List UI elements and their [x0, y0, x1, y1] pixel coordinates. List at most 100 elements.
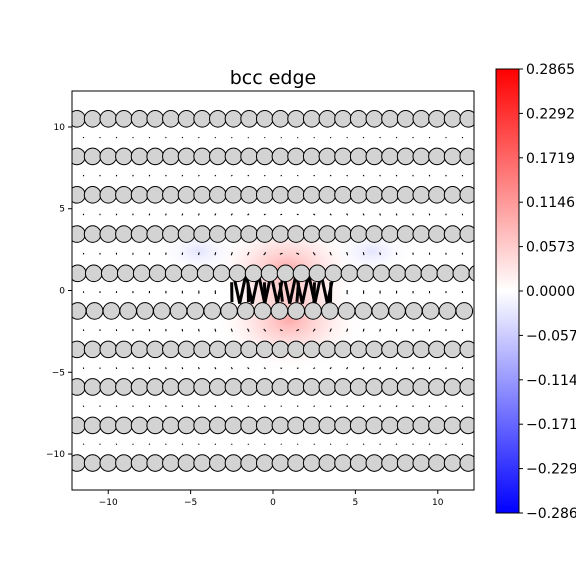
displacement-arrow: [197, 367, 200, 370]
atom: [209, 378, 227, 396]
displacement-arrow: [165, 367, 167, 370]
displacement-arrow: [165, 136, 167, 139]
atom: [83, 416, 102, 435]
atom: [146, 340, 165, 359]
displacement-arrow: [346, 328, 349, 332]
y-tick-label: 0: [59, 287, 65, 297]
atom: [72, 147, 86, 166]
displacement-arrow: [329, 251, 332, 256]
atom: [371, 302, 390, 320]
atom: [381, 340, 399, 359]
atom: [365, 416, 384, 435]
atom: [146, 147, 165, 166]
atom: [271, 340, 290, 359]
atom: [224, 416, 243, 435]
displacement-arrow: [395, 213, 398, 216]
atom: [420, 264, 439, 283]
atom: [396, 378, 415, 396]
atom: [365, 225, 384, 243]
y-axis: −10 −5 0 5 10: [46, 123, 72, 460]
atom: [443, 109, 462, 128]
displacement-arrow: [379, 136, 381, 139]
atom: [224, 186, 243, 204]
atom: [354, 302, 373, 320]
atom: [412, 147, 431, 166]
atom: [270, 302, 289, 320]
displacement-arrow: [362, 366, 365, 370]
atom: [116, 264, 135, 283]
atom: [203, 302, 222, 320]
displacement-arrow: [296, 329, 300, 332]
displacement-arrow: [329, 443, 332, 445]
atom: [228, 264, 247, 283]
displacement-arrow: [231, 136, 233, 139]
atom: [83, 454, 102, 472]
atom: [146, 186, 165, 204]
displacement-arrow: [346, 443, 348, 445]
displacement-arrow: [428, 443, 431, 445]
atom: [193, 147, 211, 166]
atom: [72, 340, 86, 359]
displacement-arrow: [362, 136, 365, 139]
atom: [255, 378, 274, 396]
atom: [443, 416, 462, 435]
atom: [136, 302, 154, 320]
displacement-arrow: [181, 405, 184, 408]
atom: [84, 264, 103, 283]
atom: [209, 147, 227, 166]
atom: [209, 109, 227, 128]
displacement-arrow: [379, 174, 381, 177]
atom: [224, 378, 243, 396]
atom: [334, 109, 352, 128]
atom: [130, 225, 149, 243]
colorbar-tick-label: −0.2865: [526, 506, 576, 522]
colorbar-gradient: [495, 68, 520, 514]
atom: [115, 225, 133, 243]
atom: [271, 147, 290, 166]
displacement-arrow: [214, 252, 217, 256]
atom: [146, 378, 165, 396]
atom: [193, 340, 211, 359]
atom: [443, 340, 462, 359]
atom: [349, 454, 368, 472]
atom: [365, 147, 384, 166]
displacement-arrow: [181, 174, 184, 177]
atom: [302, 186, 321, 204]
atom: [255, 147, 274, 166]
atom: [318, 454, 337, 472]
atom: [146, 225, 165, 243]
atom: [255, 454, 274, 472]
atom: [240, 378, 258, 396]
displacement-arrow: [197, 405, 200, 408]
atom: [130, 147, 149, 166]
displacement-arrow: [247, 367, 250, 370]
displacement-arrow: [379, 443, 381, 446]
displacement-arrow: [346, 367, 349, 370]
colorbar-tick-label: −0.0573: [526, 328, 576, 344]
atom: [193, 416, 211, 435]
atom: [381, 186, 399, 204]
atom: [381, 378, 399, 396]
displacement-arrow: [379, 213, 381, 216]
atom: [396, 109, 415, 128]
displacement-arrow: [214, 328, 217, 332]
displacement-arrow: [230, 367, 233, 370]
displacement-arrow: [445, 443, 447, 445]
displacement-arrow: [165, 213, 167, 216]
atom: [459, 147, 474, 166]
atom: [396, 225, 415, 243]
displacement-arrow: [247, 405, 250, 408]
atom: [412, 225, 431, 243]
displacement-arrow: [412, 405, 414, 408]
atom: [164, 264, 183, 283]
atom: [99, 225, 118, 243]
y-tick-label: 10: [54, 123, 66, 133]
atom: [209, 454, 227, 472]
atom: [162, 378, 180, 396]
atom: [302, 340, 321, 359]
atom: [287, 147, 305, 166]
atom: [443, 147, 462, 166]
atom: [162, 225, 180, 243]
atom: [193, 186, 211, 204]
atom: [334, 186, 352, 204]
